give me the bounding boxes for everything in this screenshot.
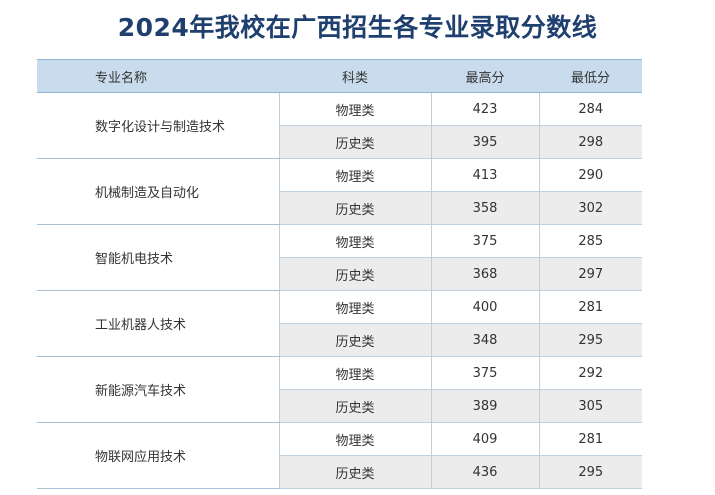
max-score-cell: 389 [430, 389, 539, 423]
max-score-cell: 395 [430, 125, 539, 159]
category-cell: 历史类 [278, 257, 431, 291]
max-score-cell: 413 [430, 158, 539, 192]
max-score-cell: 436 [430, 455, 539, 489]
category-cell: 历史类 [278, 323, 431, 357]
table-body: 数字化设计与制造技术 物理类 423 284 历史类 395 298 机械制造及… [37, 92, 642, 489]
admission-scores-table: 专业名称 科类 最高分 最低分 数字化设计与制造技术 物理类 423 284 历… [37, 59, 642, 489]
max-score-cell: 358 [430, 191, 539, 225]
major-name: 数字化设计与制造技术 [37, 92, 279, 159]
table-row: 历史类 348 295 [37, 323, 642, 357]
page-title: 2024年我校在广西招生各专业录取分数线 [117, 13, 598, 42]
category-cell: 历史类 [278, 125, 431, 159]
min-score-cell: 298 [538, 125, 642, 159]
major-name: 机械制造及自动化 [37, 158, 279, 225]
min-score-cell: 302 [538, 191, 642, 225]
table-row: 工业机器人技术 物理类 400 281 [37, 290, 642, 357]
category-cell: 物理类 [278, 158, 431, 192]
category-cell: 物理类 [278, 422, 431, 456]
min-score-cell: 305 [538, 389, 642, 423]
min-score-cell: 281 [538, 422, 642, 456]
major-name: 工业机器人技术 [37, 290, 279, 357]
min-score-cell: 295 [538, 455, 642, 489]
header-max-score: 最高分 [431, 59, 539, 93]
min-score-cell: 284 [538, 92, 642, 126]
min-score-cell: 290 [538, 158, 642, 192]
min-score-cell: 285 [538, 224, 642, 258]
min-score-cell: 292 [538, 356, 642, 390]
major-name: 智能机电技术 [37, 224, 279, 291]
table-row: 历史类 436 295 [37, 455, 642, 489]
header-row: 专业名称 科类 最高分 最低分 [37, 59, 642, 93]
max-score-cell: 368 [430, 257, 539, 291]
major-name: 新能源汽车技术 [37, 356, 279, 423]
header-category: 科类 [279, 59, 431, 93]
table-row: 机械制造及自动化 物理类 413 290 [37, 158, 642, 225]
table-row: 数字化设计与制造技术 物理类 423 284 [37, 92, 642, 159]
category-cell: 物理类 [278, 356, 431, 390]
max-score-cell: 400 [430, 290, 539, 324]
max-score-cell: 375 [430, 356, 539, 390]
min-score-cell: 295 [538, 323, 642, 357]
max-score-cell: 375 [430, 224, 539, 258]
category-cell: 历史类 [278, 389, 431, 423]
table-row: 历史类 358 302 [37, 191, 642, 225]
table-row: 历史类 389 305 [37, 389, 642, 423]
header-min-score: 最低分 [539, 59, 642, 93]
max-score-cell: 409 [430, 422, 539, 456]
table-row: 历史类 395 298 [37, 125, 642, 159]
max-score-cell: 423 [430, 92, 539, 126]
table-row: 历史类 368 297 [37, 257, 642, 291]
category-cell: 物理类 [278, 92, 431, 126]
category-cell: 物理类 [278, 290, 431, 324]
category-cell: 历史类 [278, 191, 431, 225]
min-score-cell: 281 [538, 290, 642, 324]
category-cell: 历史类 [278, 455, 431, 489]
category-cell: 物理类 [278, 224, 431, 258]
table-header: 专业名称 科类 最高分 最低分 [37, 59, 642, 93]
header-major: 专业名称 [37, 59, 279, 93]
major-name: 物联网应用技术 [37, 422, 279, 489]
table-row: 智能机电技术 物理类 375 285 [37, 224, 642, 291]
min-score-cell: 297 [538, 257, 642, 291]
max-score-cell: 348 [430, 323, 539, 357]
table-row: 新能源汽车技术 物理类 375 292 [37, 356, 642, 423]
table-row: 物联网应用技术 物理类 409 281 [37, 422, 642, 489]
